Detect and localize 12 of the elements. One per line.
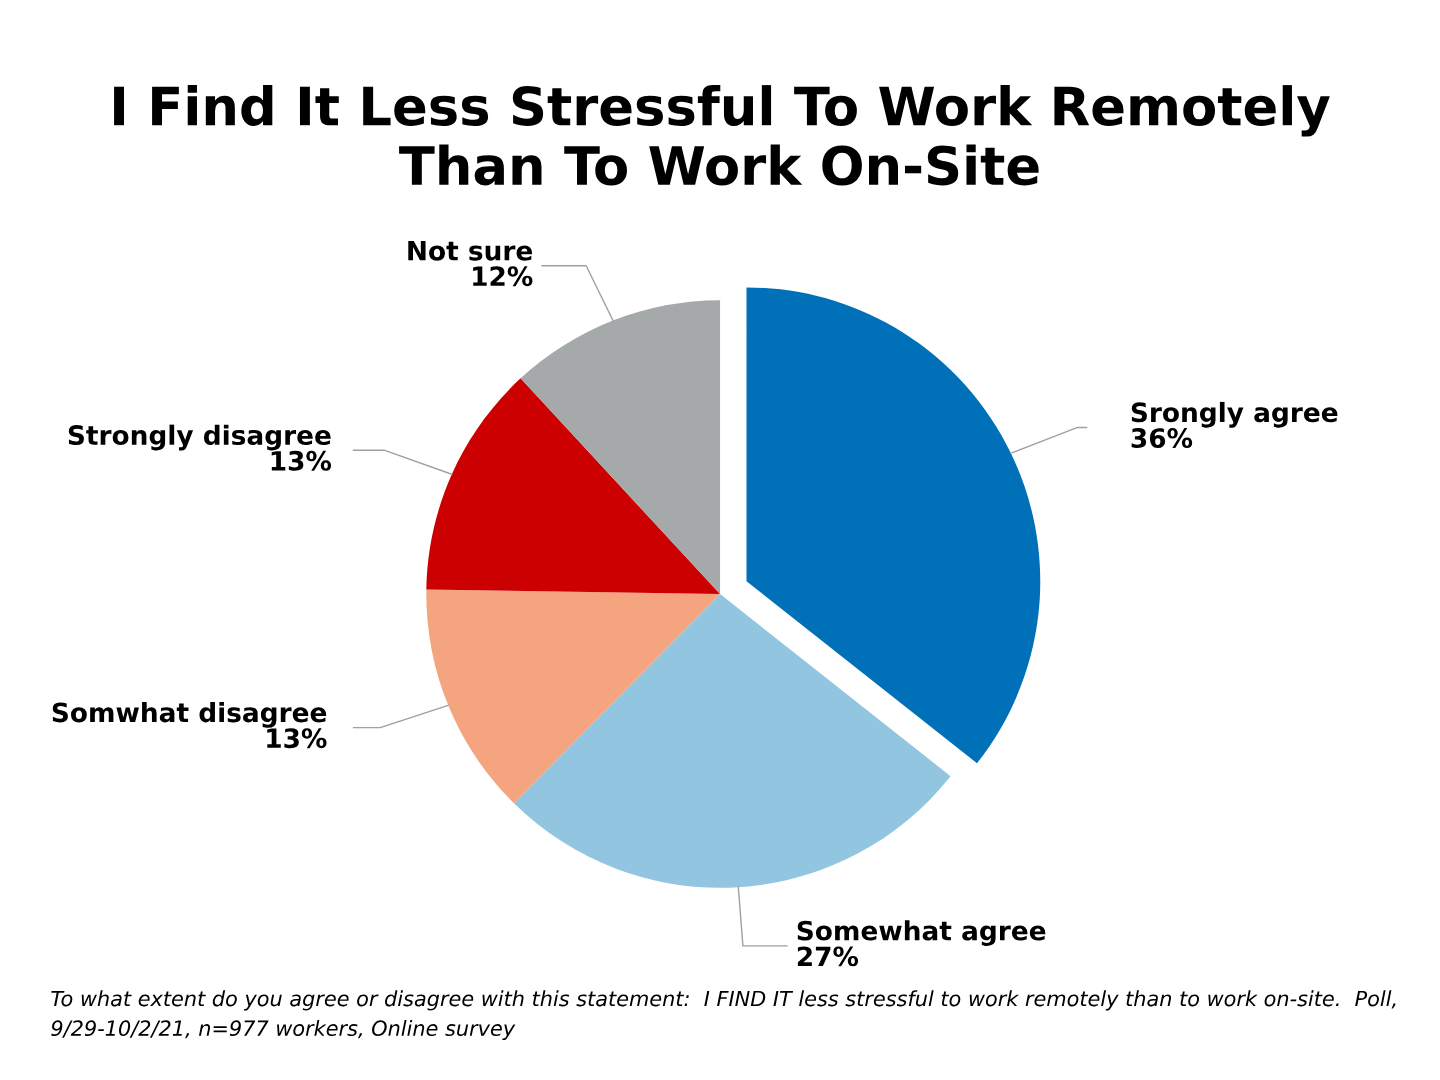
slice-label: Srongly agree — [1131, 401, 1338, 428]
data-label: 12% — [473, 266, 533, 287]
text: To what extent do you agree or disagree with this statement: I FIND IT less stressful to work remotely than to work on-site. Poll, 9/29-10/2/21, n=977 workers, Online survey — [51, 990, 1396, 1041]
data-label: 27% — [797, 946, 859, 967]
data-label: 13% — [267, 728, 327, 749]
slice-label: Somwhat disagree — [52, 701, 327, 728]
slice-label: Strongly disagree — [68, 424, 331, 451]
slice-label: Somewhat agree — [797, 920, 1046, 946]
chart-title: I Find It Less Stressful To Work Remotely Than To Work On-Site — [114, 85, 1330, 186]
data-label: 36% — [1131, 428, 1193, 449]
data-label: 13% — [271, 450, 332, 471]
slice-label: Not sure — [408, 241, 533, 261]
